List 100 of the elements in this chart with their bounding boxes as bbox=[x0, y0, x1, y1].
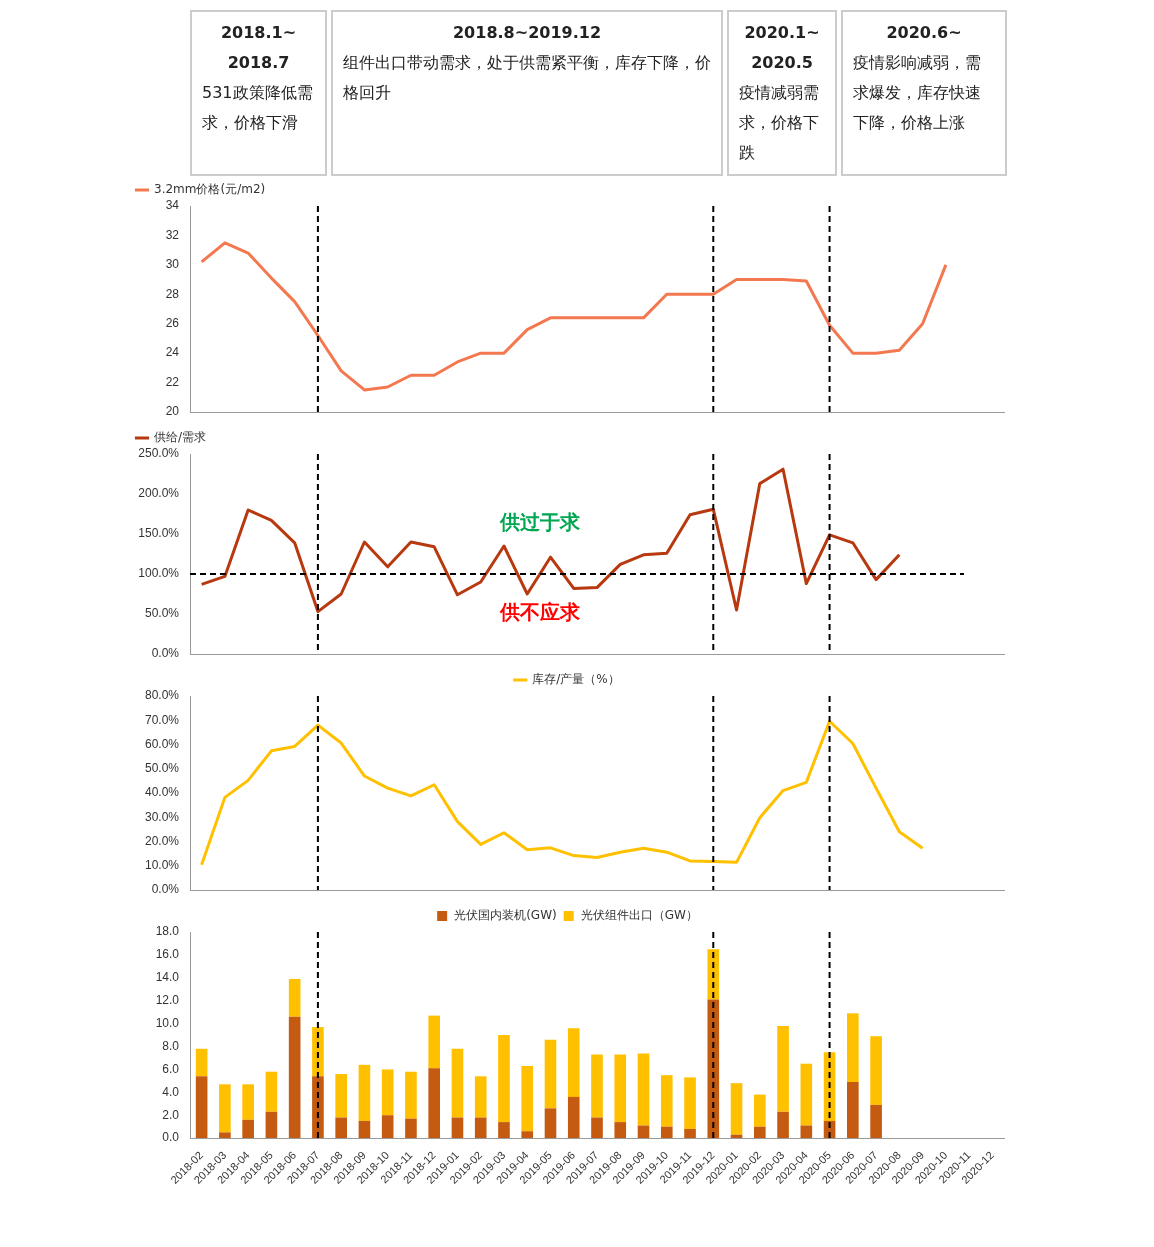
bar bbox=[358, 1064, 371, 1121]
y-tick-label: 60.0% bbox=[144, 736, 180, 751]
bar bbox=[312, 1027, 324, 1077]
bar bbox=[614, 1054, 627, 1123]
bar bbox=[358, 1120, 371, 1139]
bar bbox=[498, 1035, 510, 1123]
y-tick-label: 22 bbox=[165, 374, 180, 389]
bar bbox=[405, 1071, 417, 1119]
bar bbox=[288, 978, 301, 1017]
bar bbox=[219, 1132, 231, 1139]
bar bbox=[451, 1117, 464, 1139]
bar bbox=[265, 1071, 278, 1112]
y-tick-label: 6.0 bbox=[162, 1061, 180, 1076]
bar bbox=[730, 1083, 743, 1135]
y-tick-label: 250.0% bbox=[138, 446, 180, 461]
y-tick-label: 16.0 bbox=[155, 947, 180, 962]
y-tick-label: 80.0% bbox=[144, 688, 180, 703]
bar bbox=[800, 1063, 813, 1126]
bar bbox=[312, 1076, 324, 1139]
bar bbox=[242, 1084, 254, 1120]
bar bbox=[847, 1013, 859, 1083]
bar bbox=[381, 1069, 394, 1116]
text: 疫情影响减弱，需求爆发，库存快速下降，价格上涨 bbox=[853, 52, 982, 134]
annotation: 供不应求 bbox=[499, 600, 582, 625]
bar bbox=[474, 1117, 487, 1139]
bar bbox=[428, 1015, 441, 1069]
y-tick-label: 34 bbox=[165, 198, 180, 213]
y-tick-label: 24 bbox=[165, 345, 180, 360]
y-tick-label: 4.0 bbox=[162, 1084, 180, 1099]
annotation: 供过于求 bbox=[499, 510, 582, 535]
bar bbox=[753, 1126, 766, 1139]
text: 疫情减弱需求，价格下跌 bbox=[739, 82, 820, 164]
y-tick-label: 18.0 bbox=[155, 924, 180, 939]
y-tick-label: 150.0% bbox=[138, 526, 180, 541]
bar bbox=[684, 1128, 696, 1139]
bar bbox=[614, 1122, 627, 1139]
text: 2018.8~2019.12 bbox=[452, 22, 602, 44]
legend-label: 光伏组件出口（GW） bbox=[580, 908, 698, 923]
bar bbox=[684, 1077, 696, 1129]
y-tick-label: 12.0 bbox=[155, 993, 180, 1008]
y-tick-label: 28 bbox=[165, 286, 180, 301]
bar bbox=[567, 1028, 580, 1097]
y-tick-label: 70.0% bbox=[144, 712, 180, 727]
bar bbox=[521, 1131, 534, 1139]
y-tick-label: 10.0 bbox=[155, 1015, 180, 1030]
y-tick-label: 0.0% bbox=[151, 646, 180, 661]
bar bbox=[567, 1096, 580, 1139]
bar bbox=[335, 1073, 347, 1118]
bar bbox=[660, 1126, 673, 1139]
bar bbox=[521, 1065, 534, 1132]
bar bbox=[428, 1068, 441, 1139]
bar bbox=[660, 1075, 673, 1127]
bar bbox=[591, 1054, 603, 1118]
y-tick-label: 50.0% bbox=[144, 761, 180, 776]
y-tick-label: 100.0% bbox=[138, 566, 180, 581]
legend-label: 3.2mm价格(元/m2) bbox=[154, 182, 266, 197]
bar bbox=[847, 1082, 859, 1139]
text: 2020.1~2020.5 bbox=[743, 22, 821, 74]
bar bbox=[335, 1117, 347, 1139]
bar bbox=[777, 1111, 789, 1139]
y-tick-label: 0.0 bbox=[162, 1130, 180, 1145]
y-tick-label: 26 bbox=[165, 316, 180, 331]
bar bbox=[242, 1119, 254, 1139]
legend-label: 供给/需求 bbox=[154, 430, 207, 445]
y-tick-label: 14.0 bbox=[155, 970, 180, 985]
legend-label: 库存/产量（%） bbox=[532, 672, 620, 687]
bar bbox=[219, 1084, 231, 1133]
bar bbox=[591, 1117, 603, 1139]
bar bbox=[870, 1036, 882, 1105]
y-tick-label: 200.0% bbox=[138, 486, 180, 501]
y-tick-label: 20.0% bbox=[144, 833, 180, 848]
bar bbox=[637, 1125, 650, 1139]
text: 531政策降低需求，价格下滑 bbox=[202, 82, 314, 134]
y-tick-label: 32 bbox=[165, 227, 180, 242]
y-tick-label: 30 bbox=[165, 257, 180, 272]
bar bbox=[637, 1053, 650, 1126]
bar bbox=[777, 1025, 789, 1112]
text: 2018.1~2018.7 bbox=[219, 22, 298, 74]
bar bbox=[451, 1048, 464, 1118]
y-tick-label: 50.0% bbox=[144, 606, 180, 621]
bar bbox=[381, 1115, 394, 1139]
bar bbox=[405, 1118, 417, 1139]
y-tick-label: 2.0 bbox=[162, 1107, 180, 1122]
bar bbox=[544, 1108, 557, 1139]
y-tick-label: 8.0 bbox=[162, 1038, 180, 1053]
bar bbox=[800, 1125, 813, 1139]
bar bbox=[195, 1076, 208, 1139]
bar bbox=[474, 1076, 487, 1118]
legend-label: 光伏国内装机(GW) bbox=[454, 908, 557, 923]
bar bbox=[288, 1016, 301, 1139]
bar bbox=[195, 1048, 208, 1077]
bar bbox=[870, 1104, 882, 1139]
y-tick-label: 0.0% bbox=[151, 882, 180, 897]
y-tick-label: 30.0% bbox=[144, 809, 180, 824]
y-tick-label: 10.0% bbox=[144, 858, 180, 873]
text: 2020.6~ bbox=[885, 22, 963, 44]
bar bbox=[753, 1094, 766, 1127]
text: 组件出口带动需求，处于供需紧平衡，库存下降，价格回升 bbox=[343, 52, 711, 104]
bar bbox=[265, 1111, 278, 1139]
bar bbox=[544, 1039, 557, 1109]
